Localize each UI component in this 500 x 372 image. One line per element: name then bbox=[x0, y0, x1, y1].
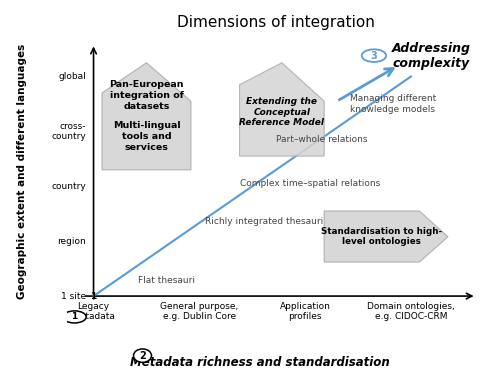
Text: 3: 3 bbox=[370, 51, 378, 61]
Polygon shape bbox=[102, 63, 191, 170]
Text: Multi-lingual: Multi-lingual bbox=[112, 121, 180, 131]
Circle shape bbox=[63, 311, 86, 323]
Text: cross-
country: cross- country bbox=[52, 122, 86, 141]
Text: General purpose,
e.g. Dublin Core: General purpose, e.g. Dublin Core bbox=[160, 302, 238, 321]
Text: Application
profiles: Application profiles bbox=[280, 302, 330, 321]
Text: Standardisation to high-
level ontologies: Standardisation to high- level ontologie… bbox=[321, 227, 442, 247]
Text: Part–whole relations: Part–whole relations bbox=[276, 135, 367, 144]
Title: Dimensions of integration: Dimensions of integration bbox=[177, 15, 375, 30]
Text: Legacy
metadata: Legacy metadata bbox=[72, 302, 116, 321]
Text: 1: 1 bbox=[90, 292, 96, 301]
Polygon shape bbox=[324, 211, 448, 262]
Text: services: services bbox=[124, 143, 168, 153]
Text: 1 site: 1 site bbox=[61, 292, 86, 301]
Text: region: region bbox=[58, 237, 86, 246]
Text: datasets: datasets bbox=[124, 102, 170, 111]
Text: Complex time–spatial relations: Complex time–spatial relations bbox=[240, 179, 380, 188]
Text: Pan-European: Pan-European bbox=[109, 80, 184, 89]
Text: 1: 1 bbox=[72, 312, 78, 321]
Text: Domain ontologies,
e.g. CIDOC-CRM: Domain ontologies, e.g. CIDOC-CRM bbox=[367, 302, 455, 321]
Text: Managing different
knowledge models: Managing different knowledge models bbox=[350, 94, 436, 114]
Text: Extending the
Conceptual
Reference Model: Extending the Conceptual Reference Model bbox=[240, 97, 324, 127]
Circle shape bbox=[362, 49, 386, 62]
Text: Addressing
complexity: Addressing complexity bbox=[392, 42, 471, 70]
Text: tools and: tools and bbox=[122, 132, 172, 141]
Text: country: country bbox=[52, 182, 86, 191]
Text: Metadata richness and standardisation: Metadata richness and standardisation bbox=[130, 356, 390, 369]
Text: 2: 2 bbox=[139, 351, 146, 360]
Text: Geographic extent and different languages: Geographic extent and different language… bbox=[18, 44, 28, 299]
Text: Richly integrated thesauri: Richly integrated thesauri bbox=[204, 218, 323, 227]
Text: Flat thesauri: Flat thesauri bbox=[138, 276, 195, 285]
Text: global: global bbox=[58, 72, 86, 81]
Polygon shape bbox=[240, 63, 324, 156]
Text: integration of: integration of bbox=[110, 91, 184, 100]
